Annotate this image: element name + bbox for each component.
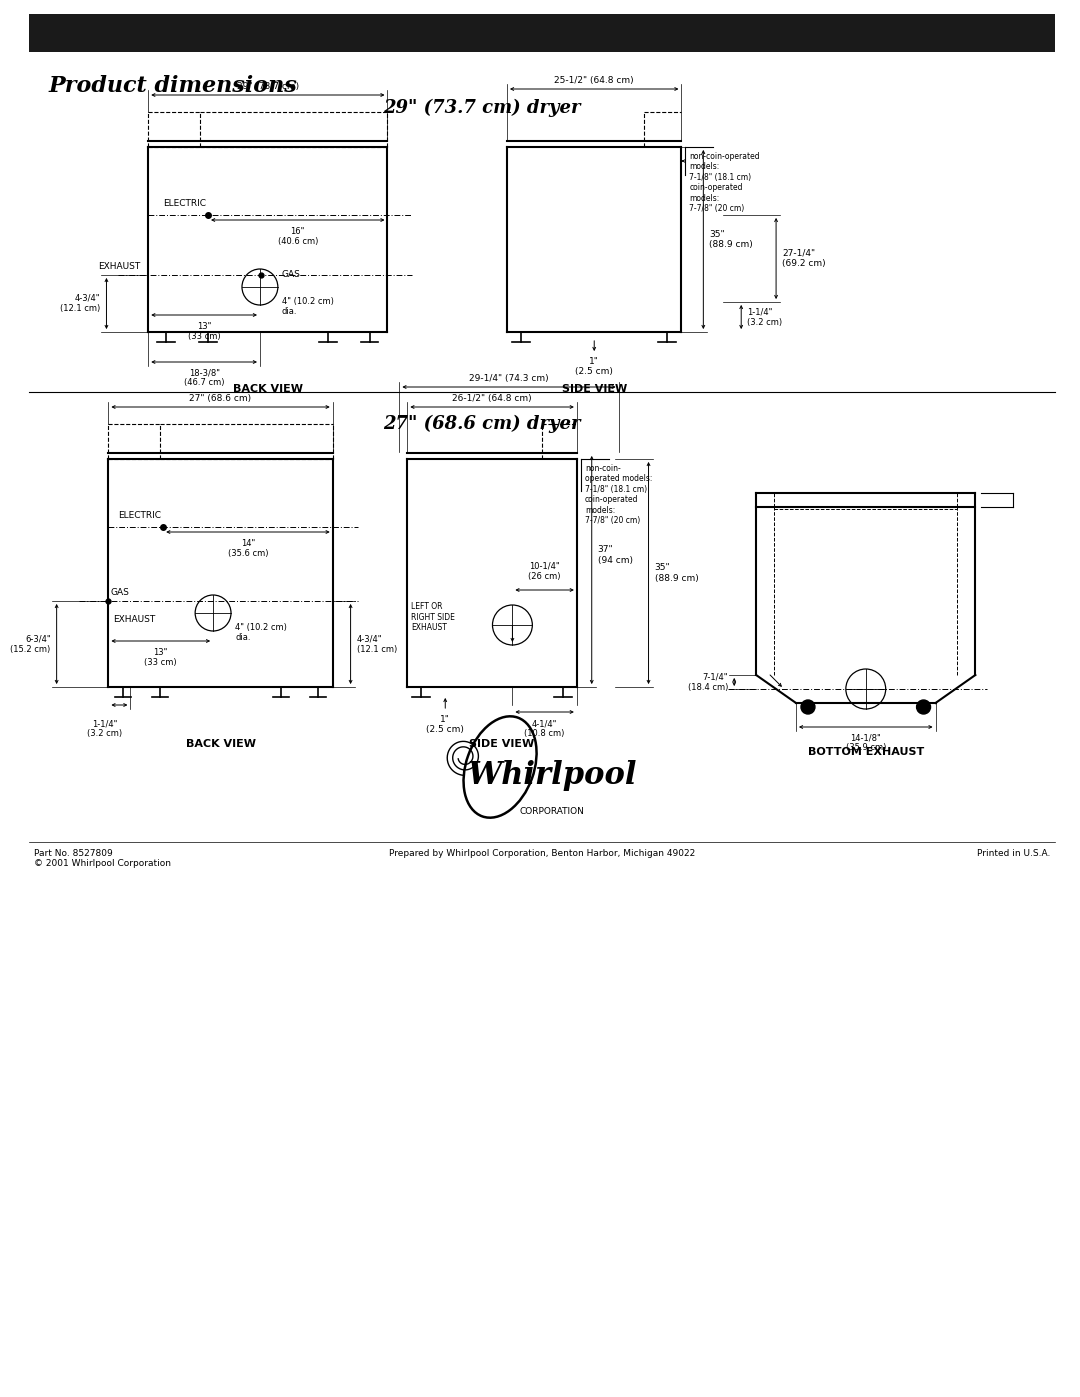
Text: 1"
(2.5 cm): 1" (2.5 cm) (576, 358, 613, 376)
Text: GAS: GAS (282, 270, 300, 278)
Text: non-coin-
operated models:
7-1/8" (18.1 cm)
coin-operated
models:
7-7/8" (20 cm): non-coin- operated models: 7-1/8" (18.1 … (584, 464, 652, 525)
Text: EXHAUST: EXHAUST (98, 263, 140, 271)
Text: BACK VIEW: BACK VIEW (233, 384, 302, 394)
Circle shape (917, 700, 931, 714)
Text: 7-1/4"
(18.4 cm): 7-1/4" (18.4 cm) (688, 672, 728, 692)
Text: 4" (10.2 cm)
dia.: 4" (10.2 cm) dia. (282, 298, 334, 316)
Text: 18-3/8"
(46.7 cm): 18-3/8" (46.7 cm) (184, 367, 225, 387)
Text: 4-3/4"
(12.1 cm): 4-3/4" (12.1 cm) (356, 634, 396, 654)
Text: SIDE VIEW: SIDE VIEW (470, 739, 535, 749)
Text: 1"
(2.5 cm): 1" (2.5 cm) (427, 715, 464, 735)
Text: 14-1/8"
(35.9 cm): 14-1/8" (35.9 cm) (846, 733, 886, 753)
Text: ELECTRIC: ELECTRIC (119, 511, 161, 520)
Text: 35"
(88.9 cm): 35" (88.9 cm) (654, 563, 699, 583)
Text: 4" (10.2 cm)
dia.: 4" (10.2 cm) dia. (235, 623, 287, 643)
Circle shape (801, 700, 815, 714)
Text: 4-1/4"
(10.8 cm): 4-1/4" (10.8 cm) (525, 719, 565, 739)
Text: 26-1/2" (64.8 cm): 26-1/2" (64.8 cm) (453, 394, 532, 402)
Text: Whirlpool: Whirlpool (468, 760, 636, 791)
Text: ELECTRIC: ELECTRIC (163, 198, 206, 208)
Text: 14"
(35.6 cm): 14" (35.6 cm) (228, 539, 268, 559)
Text: 4-3/4"
(12.1 cm): 4-3/4" (12.1 cm) (60, 293, 100, 313)
Text: 10-1/4"
(26 cm): 10-1/4" (26 cm) (528, 562, 561, 581)
Text: non-coin-operated
models:
7-1/8" (18.1 cm)
coin-operated
models:
7-7/8" (20 cm): non-coin-operated models: 7-1/8" (18.1 c… (689, 152, 760, 212)
Text: Part No. 8527809
© 2001 Whirlpool Corporation: Part No. 8527809 © 2001 Whirlpool Corpor… (33, 849, 171, 869)
Text: 16"
(40.6 cm): 16" (40.6 cm) (278, 226, 318, 246)
Text: Printed in U.S.A.: Printed in U.S.A. (976, 849, 1050, 858)
Text: BOTTOM EXHAUST: BOTTOM EXHAUST (808, 747, 923, 757)
Text: 13"
(33 cm): 13" (33 cm) (188, 321, 220, 341)
Text: CORPORATION: CORPORATION (519, 807, 584, 816)
Text: GAS: GAS (110, 588, 130, 597)
Text: 27-1/4"
(69.2 cm): 27-1/4" (69.2 cm) (782, 249, 826, 268)
Text: 13"
(33 cm): 13" (33 cm) (145, 648, 177, 668)
Text: Product dimensions: Product dimensions (49, 75, 297, 96)
Text: 27" (68.6 cm) dryer: 27" (68.6 cm) dryer (383, 415, 581, 433)
Text: 37"
(94 cm): 37" (94 cm) (597, 545, 633, 564)
Text: 29" (73.7 cm): 29" (73.7 cm) (237, 82, 299, 91)
Text: SIDE VIEW: SIDE VIEW (562, 384, 626, 394)
Text: 25-1/2" (64.8 cm): 25-1/2" (64.8 cm) (554, 75, 634, 85)
Text: LEFT OR
RIGHT SIDE
EXHAUST: LEFT OR RIGHT SIDE EXHAUST (411, 602, 456, 631)
Text: 6-3/4"
(15.2 cm): 6-3/4" (15.2 cm) (11, 634, 51, 654)
Text: 27" (68.6 cm): 27" (68.6 cm) (189, 394, 252, 402)
Text: 35"
(88.9 cm): 35" (88.9 cm) (710, 229, 753, 249)
Bar (29, 14, 1055, 52)
Text: BACK VIEW: BACK VIEW (186, 739, 256, 749)
Text: 29-1/4" (74.3 cm): 29-1/4" (74.3 cm) (469, 374, 549, 383)
Text: Prepared by Whirlpool Corporation, Benton Harbor, Michigan 49022: Prepared by Whirlpool Corporation, Bento… (389, 849, 696, 858)
Text: 29" (73.7 cm) dryer: 29" (73.7 cm) dryer (383, 99, 581, 117)
Text: EXHAUST: EXHAUST (113, 615, 156, 624)
Text: 1-1/4"
(3.2 cm): 1-1/4" (3.2 cm) (747, 307, 782, 327)
Text: 1-1/4"
(3.2 cm): 1-1/4" (3.2 cm) (86, 719, 122, 739)
